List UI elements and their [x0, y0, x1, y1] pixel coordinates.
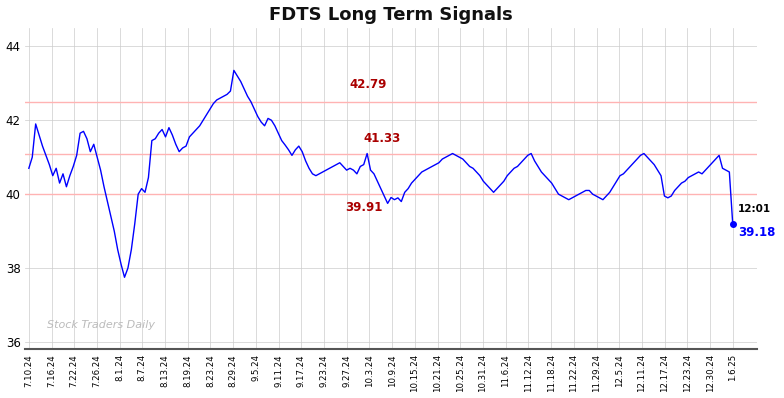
Text: 39.91: 39.91	[346, 201, 383, 214]
Text: 12:01: 12:01	[738, 204, 771, 214]
Text: 42.79: 42.79	[350, 78, 387, 91]
Title: FDTS Long Term Signals: FDTS Long Term Signals	[269, 6, 513, 23]
Text: 39.18: 39.18	[738, 226, 775, 239]
Text: Stock Traders Daily: Stock Traders Daily	[47, 320, 155, 330]
Text: 41.33: 41.33	[364, 132, 401, 145]
